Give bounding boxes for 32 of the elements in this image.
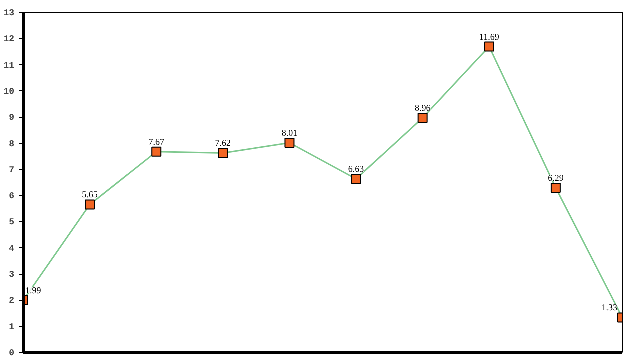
data-label: 7.62: [215, 138, 232, 148]
data-label: 6.63: [348, 164, 365, 174]
y-tick-label: 1: [9, 322, 16, 332]
point: [418, 113, 428, 124]
data-label: 8.96: [414, 103, 432, 114]
data-label: 1.99: [26, 285, 42, 296]
data-label: 11.69: [479, 32, 500, 42]
y-tick-label: 10: [4, 86, 15, 97]
y-tick-label: 7: [9, 165, 15, 176]
data-label: 5.65: [82, 190, 98, 200]
point: [284, 138, 295, 148]
point: [85, 200, 96, 210]
y-tick-label: 6: [9, 192, 15, 202]
y-tick-label: 2: [9, 296, 15, 306]
data-label: 1.33: [602, 302, 618, 313]
y-tick-label: 4: [9, 244, 16, 254]
y-tick-label: 8: [9, 139, 15, 150]
y-tick-label: 5: [9, 218, 15, 228]
point: [550, 182, 561, 193]
data-label: 7.67: [148, 136, 165, 147]
data-label: 8.01: [282, 128, 298, 138]
y-tick-label: 0: [9, 348, 15, 358]
point: [351, 174, 362, 184]
point: [484, 42, 494, 52]
y-tick-label: 11: [4, 60, 16, 71]
y-tick-label: 9: [9, 113, 15, 124]
point: [218, 148, 228, 158]
data-label: 6.29: [548, 172, 564, 183]
y-tick-label: 12: [4, 34, 15, 45]
point: [152, 146, 162, 157]
y-tick-label: 3: [9, 270, 15, 280]
y-tick-label: 13: [4, 8, 15, 18]
